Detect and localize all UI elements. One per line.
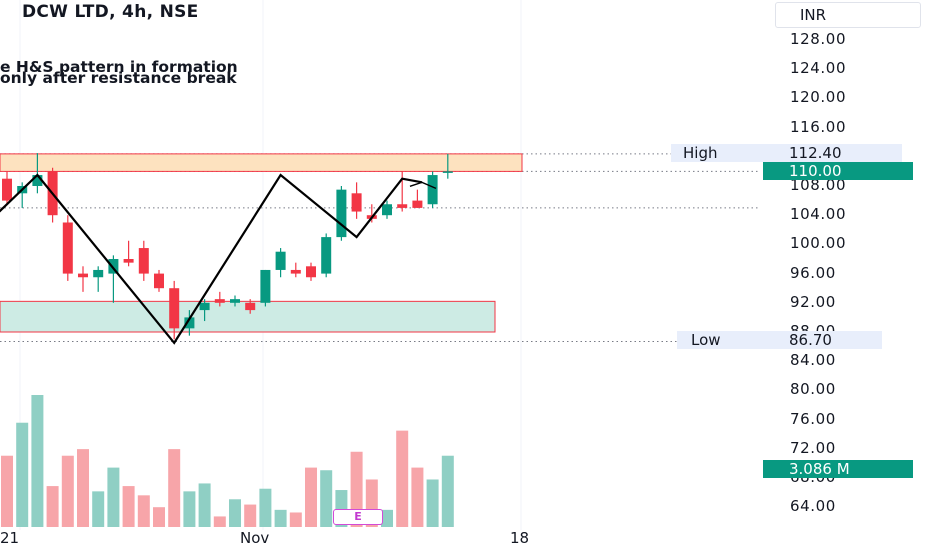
volume-bar [350, 451, 363, 527]
price-tick-label: 104.00 [790, 205, 847, 224]
candle-body [382, 204, 392, 216]
volume-bar [122, 486, 135, 527]
pattern-layer [0, 173, 437, 345]
low-label-tag: Low [677, 331, 763, 349]
volume-bar [16, 422, 29, 527]
resistance-zone [0, 153, 523, 172]
pattern-arrow [409, 181, 437, 189]
price-tick-label: 64.00 [790, 497, 836, 516]
price-tick-label: 128.00 [790, 30, 847, 48]
volume-bar [381, 509, 393, 527]
price-tick-label: 100.00 [790, 234, 847, 253]
price-tick-label: 116.00 [790, 117, 847, 136]
candle-body [62, 222, 73, 274]
volume-bar [244, 504, 257, 527]
price-tick-label: 72.00 [790, 438, 836, 457]
x-tick-nov: Nov [240, 529, 270, 547]
candle-body [32, 175, 43, 186]
volume-bar [168, 449, 181, 527]
price-tick-label: 92.00 [790, 292, 836, 311]
volume-bar [426, 479, 439, 527]
candle-body [138, 248, 149, 274]
last-price-tag: 110.00 [763, 162, 913, 180]
candle-body [260, 269, 271, 303]
annotation-line-1: e H&S pattern in formation [0, 58, 238, 76]
volume-bar [137, 495, 150, 527]
x-tick-21: 21 [0, 529, 20, 547]
volume-bar [46, 486, 59, 527]
volume-bar [198, 483, 211, 527]
price-tick-label: 96.00 [790, 263, 836, 282]
candle-body [245, 302, 256, 311]
candle-body [336, 189, 347, 238]
candle-body [199, 302, 210, 311]
chart-title: DCW LTD, 4h, NSE [22, 2, 199, 22]
candle-body [184, 317, 195, 329]
high-value-tag: 112.40 [763, 144, 902, 162]
candle-body [154, 273, 164, 289]
candle-body [230, 299, 240, 303]
candle-body [442, 171, 453, 173]
currency-selector[interactable]: INR [775, 2, 921, 28]
volume-bar [77, 449, 89, 527]
volume-bar [259, 488, 272, 527]
candle-body [123, 259, 134, 263]
volume-bar [320, 470, 333, 527]
price-tick-label: 84.00 [790, 351, 836, 370]
volume-bar [92, 491, 105, 527]
earnings-badge[interactable]: E [333, 509, 383, 525]
high-label-tag: High [671, 144, 763, 162]
price-tick-label: 108.00 [790, 176, 847, 194]
candle-body [78, 273, 88, 278]
volume-bar [213, 516, 226, 527]
candle-body [290, 269, 301, 274]
volume-layer [1, 395, 454, 527]
volume-bar [61, 455, 74, 527]
volume-bar [396, 430, 409, 527]
candle-body [275, 251, 286, 270]
head-and-shoulders-line [0, 173, 423, 345]
candle-body [2, 178, 12, 201]
candle-body [214, 299, 225, 303]
candle-body [108, 259, 119, 274]
candle-body [321, 237, 332, 274]
volume-bar [411, 467, 424, 527]
price-tick-label: 120.00 [790, 88, 847, 107]
volume-bar [289, 512, 302, 527]
volume-bar [107, 467, 120, 527]
volume-value-tag: 3.086 M [763, 460, 913, 478]
price-tick-label: 124.00 [790, 59, 847, 78]
zone-layer [0, 153, 523, 333]
price-tick-label: 76.00 [790, 409, 836, 428]
candle-body [351, 193, 362, 212]
candle-body [169, 288, 180, 329]
candle-body [397, 204, 408, 208]
low-value-tag: 86.70 [763, 331, 882, 349]
price-tick-label: 80.00 [790, 380, 836, 399]
volume-bar [229, 499, 241, 527]
volume-bar [1, 455, 13, 527]
candle-body [306, 266, 316, 278]
volume-bar [305, 467, 317, 527]
volume-bar [31, 395, 44, 527]
x-tick-18: 18 [510, 529, 530, 547]
volume-bar [183, 491, 196, 527]
annotation-line-2: only after resistance break [0, 69, 237, 87]
candle-body [427, 175, 438, 205]
candle-body [412, 200, 423, 208]
volume-bar [274, 509, 287, 527]
volume-bar [441, 455, 454, 527]
volume-bar [153, 507, 165, 527]
candle-body [93, 269, 104, 278]
